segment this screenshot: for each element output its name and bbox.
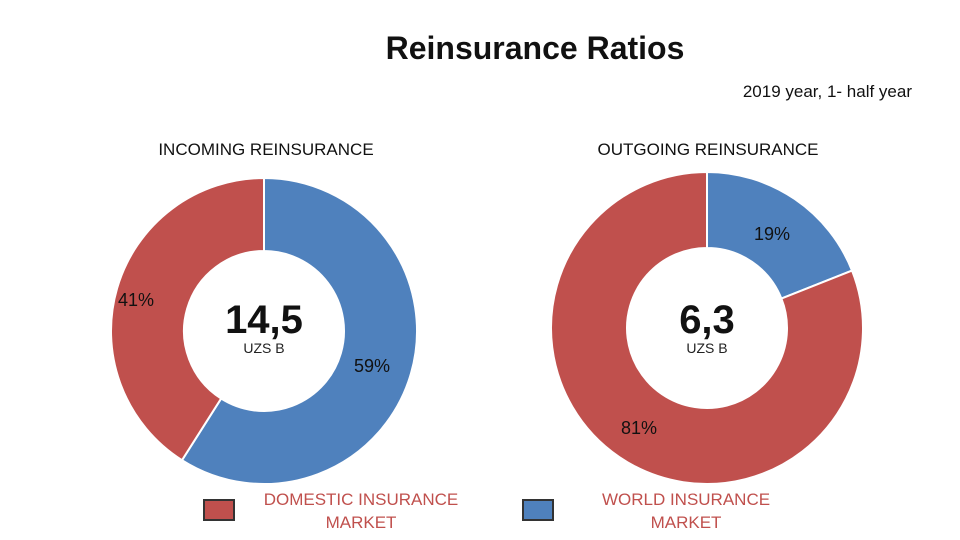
legend-domestic-line1: DOMESTIC INSURANCE	[263, 490, 459, 509]
page-title: Reinsurance Ratios	[385, 30, 685, 66]
period-subtitle: 2019 year, 1- half year	[742, 82, 912, 101]
incoming-center-value: 14,5	[225, 298, 303, 342]
outgoing-chart-title: OUTGOING REINSURANCE	[597, 140, 819, 159]
legend-domestic-swatch	[203, 499, 235, 521]
outgoing-world-pct-label: 19%	[754, 224, 791, 244]
outgoing-domestic-pct-label: 81%	[621, 418, 658, 438]
incoming-center-unit: UZS B	[243, 340, 285, 356]
legend-world-line2: MARKET	[650, 513, 722, 532]
legend-world-line1: WORLD INSURANCE	[601, 490, 771, 509]
outgoing-domestic-slice	[550, 170, 864, 485]
outgoing-world-slice	[706, 170, 854, 300]
legend-world-label: WORLD INSURANCE MARKET	[586, 488, 786, 534]
legend-domestic-line2: MARKET	[325, 513, 397, 532]
legend-world-swatch	[522, 499, 554, 521]
incoming-domestic-slice	[110, 176, 265, 462]
legend-domestic-label: DOMESTIC INSURANCE MARKET	[261, 488, 461, 534]
outgoing-donut	[550, 170, 864, 485]
incoming-world-pct-label: 59%	[354, 356, 391, 376]
incoming-chart-title: INCOMING REINSURANCE	[158, 140, 374, 159]
incoming-world-slice	[180, 176, 418, 485]
incoming-domestic-pct-label: 41%	[118, 290, 155, 310]
outgoing-center-unit: UZS B	[686, 340, 728, 356]
outgoing-center-value: 6,3	[679, 298, 735, 342]
incoming-donut	[110, 176, 418, 485]
